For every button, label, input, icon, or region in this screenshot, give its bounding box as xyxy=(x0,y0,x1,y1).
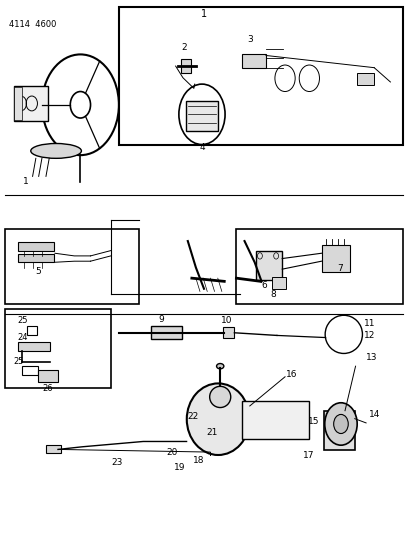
Text: 1: 1 xyxy=(23,177,29,187)
Text: 21: 21 xyxy=(207,427,218,437)
Text: 18: 18 xyxy=(193,456,205,465)
Text: 26: 26 xyxy=(43,384,53,393)
Text: 23: 23 xyxy=(111,458,122,467)
Bar xyxy=(186,101,218,131)
Bar xyxy=(242,401,309,439)
Text: 19: 19 xyxy=(174,463,185,472)
Bar xyxy=(181,59,191,73)
Ellipse shape xyxy=(31,143,82,158)
Text: 17: 17 xyxy=(303,451,314,460)
Text: 4114  4600: 4114 4600 xyxy=(9,20,57,29)
Bar xyxy=(13,86,48,120)
Text: 6: 6 xyxy=(261,281,267,290)
Text: 16: 16 xyxy=(286,370,297,379)
Bar xyxy=(46,445,61,453)
Text: 1: 1 xyxy=(201,10,207,19)
Bar xyxy=(18,254,54,262)
Text: 13: 13 xyxy=(366,353,377,362)
Text: 9: 9 xyxy=(159,315,164,324)
Ellipse shape xyxy=(210,386,231,408)
Bar xyxy=(18,342,50,351)
Text: 20: 20 xyxy=(166,448,177,457)
Bar xyxy=(14,87,22,119)
Bar xyxy=(119,7,403,144)
Text: 4: 4 xyxy=(199,143,205,152)
Bar xyxy=(22,366,38,375)
Text: 22: 22 xyxy=(187,411,198,421)
Bar xyxy=(151,326,182,339)
Bar xyxy=(242,54,266,68)
Text: 24: 24 xyxy=(18,333,28,342)
Circle shape xyxy=(334,415,348,433)
Text: 2: 2 xyxy=(181,43,186,52)
Text: 25: 25 xyxy=(13,357,24,366)
Text: 14: 14 xyxy=(369,410,381,419)
Text: 11: 11 xyxy=(364,319,375,328)
Bar xyxy=(38,370,58,382)
Bar xyxy=(322,245,350,272)
Text: 15: 15 xyxy=(308,417,320,426)
Bar xyxy=(5,309,111,389)
Bar xyxy=(357,73,374,85)
Ellipse shape xyxy=(187,383,250,455)
Text: 3: 3 xyxy=(248,35,253,44)
Bar xyxy=(236,229,403,304)
Text: 10: 10 xyxy=(221,316,233,325)
Text: 8: 8 xyxy=(270,290,276,299)
Bar xyxy=(224,327,234,338)
Bar xyxy=(256,251,282,280)
Ellipse shape xyxy=(217,364,224,369)
Text: 12: 12 xyxy=(364,331,375,340)
Circle shape xyxy=(325,403,357,445)
Text: 7: 7 xyxy=(337,264,343,273)
Bar xyxy=(18,242,54,251)
Bar xyxy=(272,277,286,289)
Bar xyxy=(5,229,139,304)
Bar xyxy=(27,326,37,335)
Bar xyxy=(324,411,355,450)
Text: 5: 5 xyxy=(35,266,41,276)
Text: 25: 25 xyxy=(18,316,28,325)
